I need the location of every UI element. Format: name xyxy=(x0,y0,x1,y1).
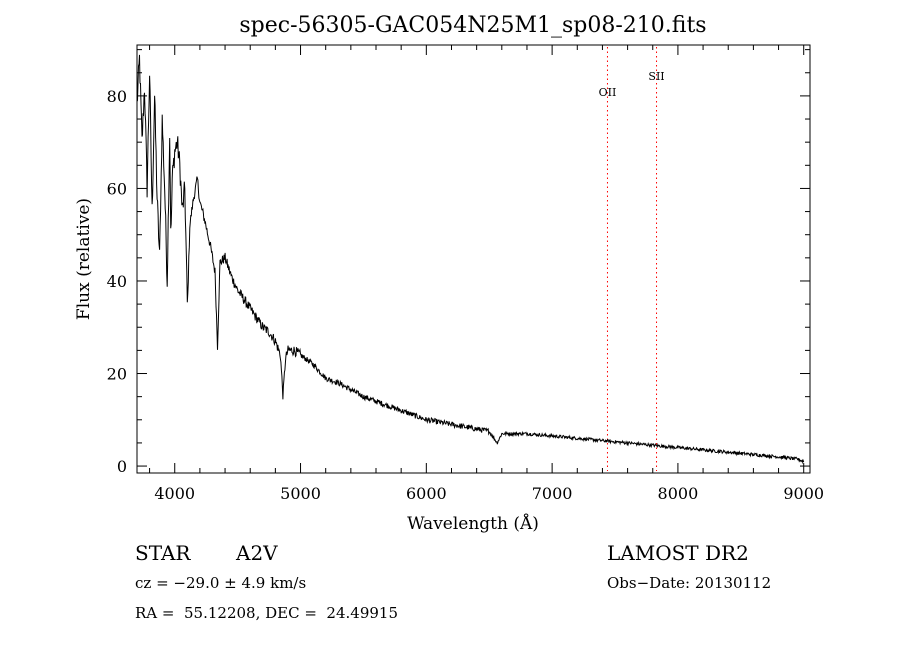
object-class: STAR xyxy=(135,541,191,565)
x-tick-label: 8000 xyxy=(658,484,699,503)
observation-date: Obs−Date: 20130112 xyxy=(607,574,772,592)
sky-coordinates: RA = 55.12208, DEC = 24.49915 xyxy=(135,604,399,622)
chart-title: spec-56305-GAC054N25M1_sp08-210.fits xyxy=(239,13,706,38)
spectral-subclass: A2V xyxy=(236,541,278,565)
axis-ticks: 4000 5000 6000 7000 8000 9000 0 20 40 60 80 xyxy=(107,45,824,503)
y-tick-label: 0 xyxy=(117,457,127,476)
reference-lines: OII SII xyxy=(599,47,665,471)
x-tick-label: 5000 xyxy=(280,484,321,503)
redshift-velocity: cz = −29.0 ± 4.9 km/s xyxy=(135,574,307,592)
reference-line-label: OII xyxy=(599,86,617,99)
reference-line-label: SII xyxy=(648,70,664,83)
x-tick-label: 7000 xyxy=(532,484,573,503)
x-axis-label: Wavelength (Å) xyxy=(407,513,539,534)
y-axis-label: Flux (relative) xyxy=(74,198,94,320)
spectrum-line xyxy=(136,54,805,465)
y-tick-label: 60 xyxy=(107,179,127,198)
y-tick-label: 20 xyxy=(107,365,127,384)
x-tick-label: 6000 xyxy=(406,484,447,503)
y-tick-label: 40 xyxy=(107,272,127,291)
survey-release: LAMOST DR2 xyxy=(607,541,749,565)
x-tick-label: 9000 xyxy=(783,484,824,503)
x-tick-label: 4000 xyxy=(154,484,195,503)
y-tick-label: 80 xyxy=(107,87,127,106)
plot-frame xyxy=(136,44,811,474)
